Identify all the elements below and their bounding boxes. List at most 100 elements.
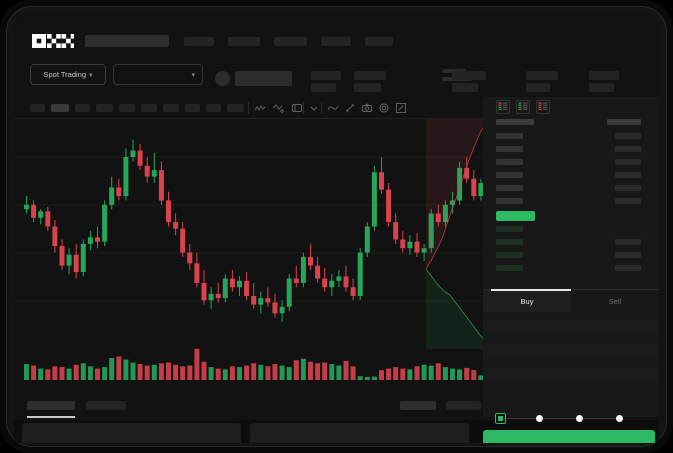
order-form-row-1[interactable] — [483, 319, 659, 335]
settings-gear-icon[interactable] — [378, 102, 390, 114]
toolbar-divider-1 — [248, 102, 249, 114]
last-price-value — [235, 71, 292, 86]
orderbook-asks-icon[interactable] — [536, 100, 550, 114]
okx-logo[interactable] — [32, 34, 74, 48]
orderbook-current-price — [496, 211, 535, 221]
orderbook-bids-icon[interactable] — [516, 100, 530, 114]
okx-trading-app: Spot Trading ▾ ▾ — [14, 13, 659, 443]
market-type-label: Spot Trading — [43, 70, 86, 79]
onboarding-stepper — [483, 411, 659, 427]
market-stat-3-label — [452, 71, 486, 80]
order-form-row-2[interactable] — [483, 343, 659, 359]
step-indicator-4[interactable] — [616, 415, 623, 422]
market-stat-3-value — [452, 83, 478, 92]
market-stat-1-label — [311, 71, 341, 80]
market-stat-1-value — [311, 83, 336, 92]
volume-series — [24, 348, 512, 380]
orderbook-ask-qty — [615, 159, 641, 165]
orderbook-ask-qty — [615, 133, 641, 139]
market-stat-5-label — [589, 71, 619, 80]
orderbook-ask-price — [496, 159, 523, 165]
magnet-icon[interactable] — [344, 102, 356, 114]
timeframe-chip-10[interactable] — [227, 104, 244, 112]
chevron-down-icon: ▾ — [89, 71, 93, 79]
orderbook-bid-qty — [615, 252, 641, 258]
orderbook-ask-qty — [615, 146, 641, 152]
bottom-tab-2[interactable] — [86, 401, 126, 410]
camera-icon[interactable] — [361, 102, 373, 114]
orderbook-ask-price — [496, 185, 523, 191]
order-book-panel: Buy Sell — [483, 97, 659, 417]
fullscreen-icon[interactable] — [395, 102, 407, 114]
nav-item-3[interactable] — [274, 37, 307, 46]
depth-chart-overlay — [425, 119, 494, 349]
timeframe-chip-2[interactable] — [51, 104, 69, 112]
timeframe-chip-8[interactable] — [185, 104, 200, 112]
nav-item-5[interactable] — [365, 37, 393, 46]
order-book-rows[interactable] — [483, 119, 659, 287]
active-tab-indicator — [27, 416, 75, 418]
orderbook-ask-qty — [615, 185, 641, 191]
market-stat-4-label — [526, 71, 558, 80]
timeframe-chip-7[interactable] — [163, 104, 179, 112]
step-indicator-3[interactable] — [576, 415, 583, 422]
tab-buy[interactable]: Buy — [483, 289, 571, 312]
chevron-down-icon: ▾ — [191, 71, 195, 79]
indicator-icon[interactable] — [254, 102, 266, 114]
pair-select[interactable]: ▾ — [113, 64, 203, 85]
bottom-panel-2[interactable] — [250, 423, 469, 443]
market-stat-2-label — [354, 71, 386, 80]
orderbook-bid-price — [496, 265, 523, 271]
timeframe-chip-4[interactable] — [96, 104, 113, 112]
market-stat-5-value — [589, 83, 614, 92]
stepper-connector — [501, 418, 621, 419]
bottom-action-1[interactable] — [400, 401, 436, 410]
orderbook-ask-qty — [615, 198, 641, 204]
toolbar-divider-3 — [321, 102, 322, 114]
orderbook-ask-price — [496, 172, 523, 178]
orderbook-ask-qty — [615, 172, 641, 178]
timeframe-chip-9[interactable] — [206, 104, 221, 112]
pair-avatar — [215, 71, 230, 86]
active-tab-indicator — [491, 289, 571, 291]
orderbook-ask-price — [496, 198, 523, 204]
orderbook-both-icon[interactable] — [496, 100, 510, 114]
orderbook-bid-price — [496, 226, 523, 232]
nav-item-2[interactable] — [228, 37, 260, 46]
timeframe-chip-5[interactable] — [119, 104, 135, 112]
orderbook-header-price — [496, 119, 534, 125]
orderbook-ask-price — [496, 146, 523, 152]
market-type-select[interactable]: Spot Trading ▾ — [30, 64, 106, 85]
search-input[interactable] — [85, 35, 169, 47]
compare-icon[interactable] — [272, 102, 284, 114]
trade-tab-bar: Buy Sell — [483, 289, 659, 312]
templates-icon[interactable] — [291, 102, 303, 114]
nav-item-1[interactable] — [184, 37, 214, 46]
step-active-fill — [498, 416, 503, 421]
toolbar-divider-2 — [303, 102, 304, 114]
orderbook-bid-qty — [615, 265, 641, 271]
orderbook-bid-price — [496, 239, 523, 245]
top-nav — [14, 13, 659, 55]
timeframe-chip-6[interactable] — [141, 104, 157, 112]
tab-sell[interactable]: Sell — [571, 290, 659, 312]
step-indicator-2[interactable] — [536, 415, 543, 422]
primary-cta-button[interactable] — [483, 430, 655, 443]
timeframe-chip-1[interactable] — [30, 104, 45, 112]
market-stat-2-value — [354, 83, 381, 92]
bottom-tab-1[interactable] — [27, 401, 75, 410]
orderbook-bid-qty — [615, 239, 641, 245]
step-indicator-active[interactable] — [495, 413, 506, 424]
bottom-action-2[interactable] — [446, 401, 481, 410]
market-stat-4-value — [526, 83, 550, 92]
nav-item-4[interactable] — [321, 37, 351, 46]
timeframe-chip-3[interactable] — [75, 104, 90, 112]
orderbook-header-qty — [607, 119, 641, 125]
tab-buy-label: Buy — [520, 296, 534, 306]
tab-sell-label: Sell — [608, 296, 622, 306]
chevron-down-icon[interactable] — [308, 102, 320, 114]
order-form-row-3[interactable] — [483, 367, 659, 383]
line-chart-icon[interactable] — [327, 102, 339, 114]
bottom-panel-1[interactable] — [22, 423, 241, 443]
